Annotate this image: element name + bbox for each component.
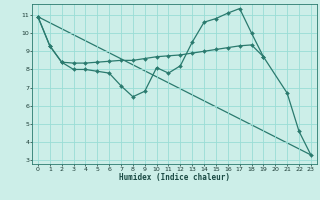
X-axis label: Humidex (Indice chaleur): Humidex (Indice chaleur) (119, 173, 230, 182)
